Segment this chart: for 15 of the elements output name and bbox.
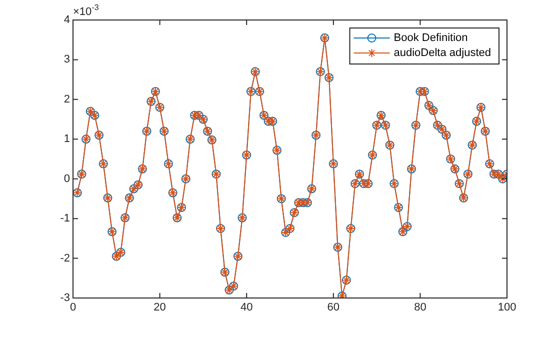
x-tick-label: 20	[154, 302, 166, 314]
x-tick-label: 40	[240, 302, 253, 314]
y-tick-label: 3	[64, 54, 70, 66]
y-tick-label: -3	[60, 292, 70, 304]
x-tick-label: 60	[327, 302, 340, 314]
x-tick-label: 80	[414, 302, 426, 314]
y-tick-label: 2	[64, 93, 70, 106]
y-tick-label: -2	[60, 252, 70, 264]
legend-label: Book Definition	[394, 32, 468, 44]
y-tick-label: 0	[64, 172, 70, 185]
x-tick-label: 100	[498, 302, 516, 314]
legend-label: audioDelta adjusted	[394, 47, 492, 60]
y-tick-label: 1	[64, 133, 70, 146]
y-tick-label: -1	[60, 212, 70, 225]
y-tick-label: 4	[64, 14, 70, 26]
